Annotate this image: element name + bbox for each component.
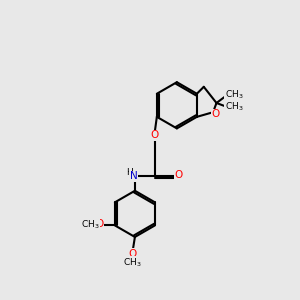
Text: CH$_3$: CH$_3$ xyxy=(81,218,99,230)
Text: O: O xyxy=(150,130,159,140)
Text: N: N xyxy=(130,171,138,181)
Text: CH$_3$: CH$_3$ xyxy=(123,257,142,269)
Text: O: O xyxy=(174,170,182,180)
Text: O: O xyxy=(128,249,137,259)
Text: CH$_3$: CH$_3$ xyxy=(224,101,243,113)
Text: O: O xyxy=(212,109,220,119)
Text: CH$_3$: CH$_3$ xyxy=(224,89,243,101)
Text: H: H xyxy=(126,168,133,177)
Text: O: O xyxy=(95,219,103,229)
